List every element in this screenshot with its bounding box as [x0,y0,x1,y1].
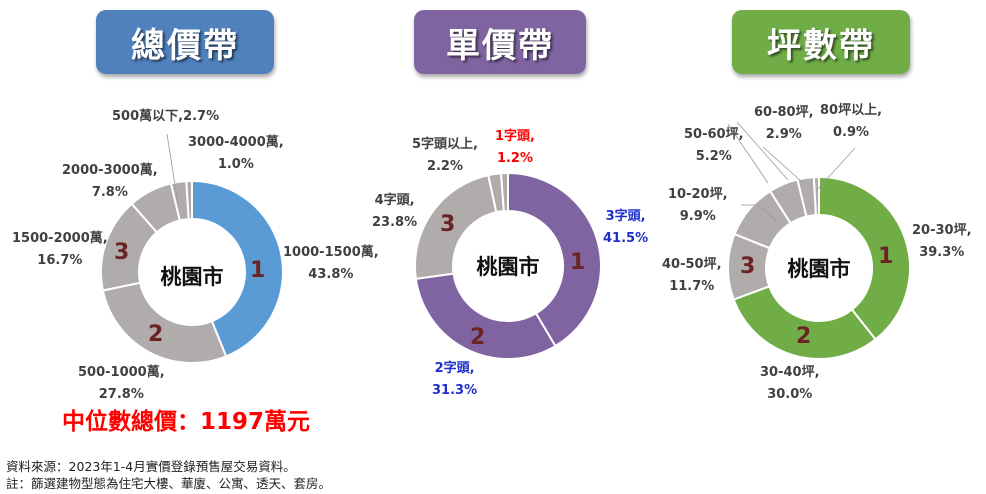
donut-slice [812,175,820,217]
donut-slice [499,171,509,213]
label-40-50: 40-50坪, 11.7% [662,257,722,294]
title-floor-area: 坪數帶 [732,10,910,74]
title-total-price: 總價帶 [96,10,274,74]
source-note: 資料來源：2023年1-4月實價登錄預售屋交易資料。 [6,459,296,474]
label-60-80: 60-80坪, 2.9% [754,105,814,142]
label-3000-4000: 3000-4000萬, 1.0% [188,135,284,172]
filter-note: 註：篩選建物型態為住宅大樓、華廈、公寓、透天、套房。 [6,476,332,491]
label-50-60: 50-60坪, 5.2% [684,127,744,164]
rank-1: 1 [570,250,586,275]
rank-1: 1 [878,244,894,269]
label-80-above: 80坪以上, 0.9% [820,103,883,140]
donut-slice [732,285,877,360]
center-label-2: 桃園市 [476,255,540,279]
rank-2: 2 [470,325,486,350]
center-label-1: 桃園市 [160,265,224,289]
donut-unit-price [414,171,602,360]
donut-slice [191,179,284,358]
donut-slice [185,179,193,221]
title-unit-price: 單價帶 [414,10,586,74]
leader-lines [166,121,856,223]
rank-2: 2 [148,322,164,347]
label-20-30: 20-30坪, 39.3% [912,223,972,260]
donut-floor-area [727,175,911,360]
label-2-head: 2字頭, 31.3% [432,361,478,398]
median-total-price: 中位數總價：1197萬元 [62,409,311,435]
label-1-head: 1字頭, 1.2% [495,129,535,166]
rank-1: 1 [250,258,266,283]
donut-slice [818,175,911,341]
label-1000-1500: 1000-1500萬, 43.8% [283,245,379,282]
label-500-below: 500萬以下,2.7% [112,109,220,124]
rank-3: 3 [740,254,756,279]
donut-slice [414,272,557,360]
donut-total-price [100,179,284,364]
label-10-20: 10-20坪, 9.9% [668,187,728,224]
label-500-1000: 500-1000萬, 27.8% [78,365,165,402]
donut-slice [101,281,228,364]
label-3-head: 3字頭, 41.5% [603,209,649,246]
rank-2: 2 [796,324,812,349]
center-label-3: 桃園市 [787,257,851,281]
rank-3: 3 [440,212,456,237]
label-1500-2000: 1500-2000萬, 16.7% [12,231,108,268]
donut-slice [507,171,602,348]
label-4-head: 4字頭, 23.8% [372,193,418,230]
label-5-above: 5字頭以上, 2.2% [412,137,478,174]
label-30-40: 30-40坪, 30.0% [760,365,820,402]
label-2000-3000: 2000-3000萬, 7.8% [62,163,158,200]
rank-3: 3 [114,240,130,265]
